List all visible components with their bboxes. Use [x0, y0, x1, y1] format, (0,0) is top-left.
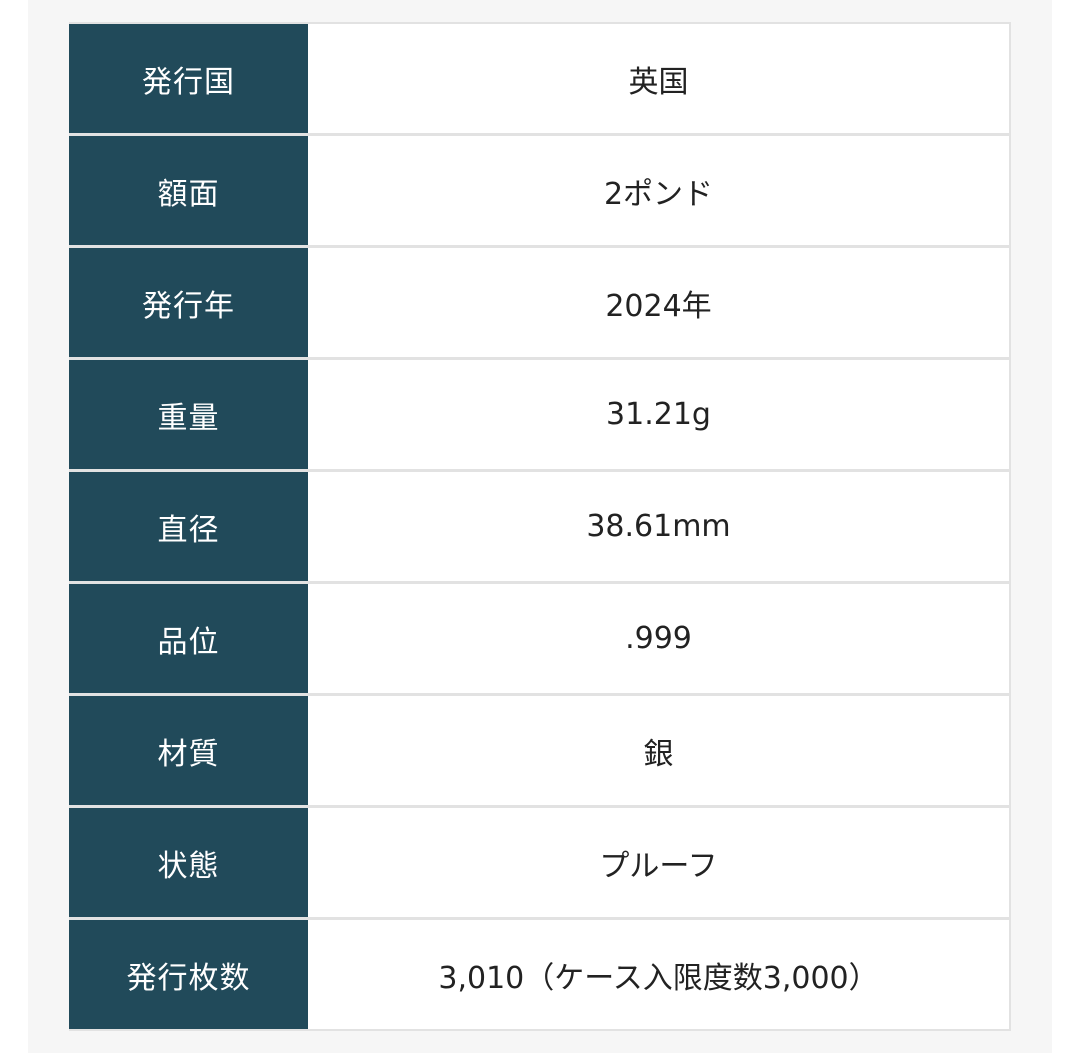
row-label: 材質 — [69, 694, 308, 808]
row-label: 発行国 — [69, 23, 308, 136]
table-row: 品位 .999 — [69, 582, 1010, 696]
table-row: 状態 プルーフ — [69, 806, 1010, 920]
row-value: 31.21g — [308, 358, 1010, 472]
row-label: 発行年 — [69, 246, 308, 360]
row-label: 品位 — [69, 582, 308, 696]
row-value: プルーフ — [308, 806, 1010, 920]
table-row: 額面 2ポンド — [69, 134, 1010, 248]
row-value: .999 — [308, 582, 1010, 696]
row-label: 額面 — [69, 134, 308, 248]
row-value: 英国 — [308, 23, 1010, 136]
row-value: 2024年 — [308, 246, 1010, 360]
coin-spec-table: 発行国 英国 額面 2ポンド 発行年 2024年 重量 31.21g 直径 38.61mm 品位 .9… — [69, 22, 1011, 1031]
row-value: 2ポンド — [308, 134, 1010, 248]
row-label: 発行枚数 — [69, 918, 308, 1030]
table-row: 発行年 2024年 — [69, 246, 1010, 360]
row-value: 3,010（ケース入限度数3,000） — [438, 960, 879, 996]
row-value: 銀 — [308, 694, 1010, 808]
table-row: 重量 31.21g — [69, 358, 1010, 472]
row-label: 直径 — [69, 470, 308, 584]
table-row: 発行枚数 3,010（ケース入限度数3,000） — [69, 918, 1010, 1030]
row-label: 重量 — [69, 358, 308, 472]
table-row: 材質銀 — [69, 694, 1010, 808]
table-row: 発行国 英国 — [69, 23, 1010, 136]
row-label: 状態 — [69, 806, 308, 920]
row-value: 38.61mm — [308, 470, 1010, 584]
table-row: 直径 38.61mm — [69, 470, 1010, 584]
